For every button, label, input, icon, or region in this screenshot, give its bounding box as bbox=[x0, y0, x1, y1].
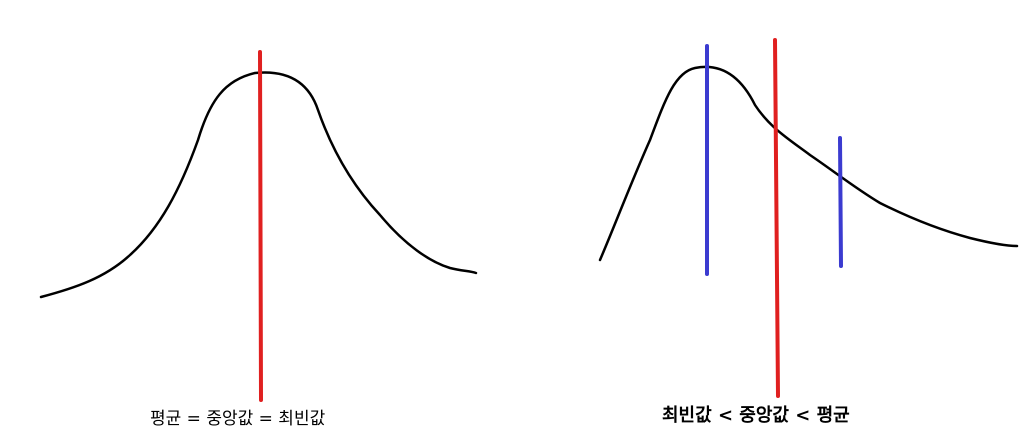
skewed-curve bbox=[598, 65, 1019, 262]
symmetric-curve bbox=[39, 71, 478, 299]
mean-line bbox=[838, 136, 843, 268]
median-line bbox=[773, 38, 780, 398]
symmetric-panel bbox=[39, 50, 478, 402]
center-line bbox=[258, 50, 263, 402]
skewed-panel bbox=[598, 38, 1019, 398]
symmetric-caption: 평균 = 중앙값 = 최빈값 bbox=[150, 409, 326, 429]
skewed-caption: 최빈값 < 중앙값 < 평균 bbox=[662, 405, 850, 426]
